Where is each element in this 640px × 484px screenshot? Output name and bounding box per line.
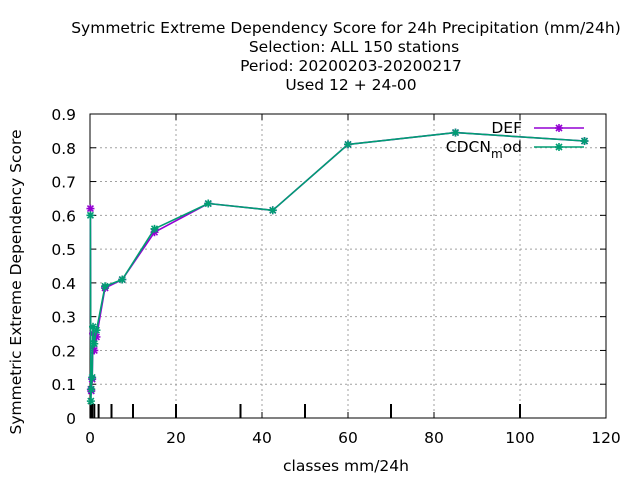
series-1-point [92, 326, 101, 335]
series-1-point [86, 211, 95, 220]
series-1-point [451, 128, 460, 137]
series-0-point [86, 204, 95, 213]
series-1-point [118, 275, 127, 284]
y-tick-label: 0.9 [51, 106, 76, 124]
grid [90, 114, 606, 418]
y-tick-label: 0.3 [51, 309, 76, 327]
y-tick-label: 0.5 [51, 241, 76, 259]
x-tick-label: 100 [505, 429, 535, 447]
series-line-1 [89, 131, 585, 402]
legend-label-1: CDCNmod [446, 138, 522, 161]
series-1-point [87, 385, 96, 394]
x-axis-label: classes mm/24h [283, 457, 409, 475]
y-tick-label: 0.8 [51, 140, 76, 158]
series-1-point [268, 206, 277, 215]
axes: 0 20 40 60 80 100 120 0 0.1 0.2 0.3 0.4 0.5 0.6 0.7 0.8… [51, 106, 620, 447]
x-tick-label: 0 [85, 429, 95, 447]
chart-title-line-3: Period: 20200203-20200217 [240, 57, 462, 75]
y-tick-label: 0 [66, 410, 76, 428]
series-1-point [88, 373, 97, 382]
series-1-point [580, 137, 589, 146]
x-tick-label: 80 [424, 429, 444, 447]
legend-marker-0 [555, 124, 563, 132]
x-tick-label: 60 [338, 429, 358, 447]
y-tick-label: 0.6 [51, 207, 76, 225]
y-tick-label: 0.2 [51, 342, 76, 360]
x-tick-label: 120 [591, 429, 621, 447]
y-axis-label: Symmetric Extreme Dependency Score [7, 129, 25, 434]
y-tick-label: 0.4 [51, 275, 76, 293]
series-1-point [101, 282, 110, 291]
series-1-point [344, 140, 352, 149]
series-1-point [150, 224, 159, 233]
series-line-0 [89, 131, 585, 392]
x-tick-label: 20 [166, 429, 186, 447]
chart-title: Symmetric Extreme Dependency Score for 2… [71, 19, 621, 94]
series-1-point [86, 397, 95, 406]
legend-marker-1 [555, 143, 563, 151]
chart-title-line-1: Symmetric Extreme Dependency Score for 2… [71, 19, 621, 37]
series-1-point [204, 199, 213, 208]
chart-title-line-4: Used 12 + 24-00 [285, 76, 416, 94]
series-layer [86, 128, 589, 406]
y-tick-label: 0.1 [51, 376, 76, 394]
x-tick-label: 40 [252, 429, 272, 447]
series-1-point [90, 339, 99, 348]
chart-title-line-2: Selection: ALL 150 stations [249, 38, 459, 56]
y-tick-label: 0.7 [51, 174, 76, 192]
legend-label-0: DEF [491, 119, 522, 137]
